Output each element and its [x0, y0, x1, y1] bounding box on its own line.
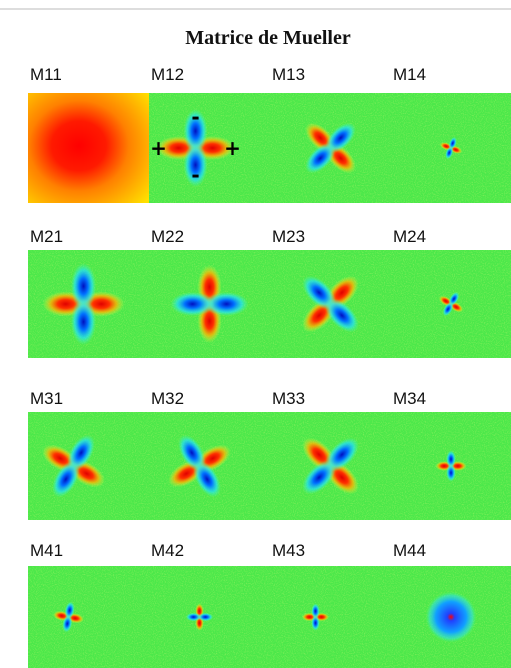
lobe-blue: [185, 612, 202, 622]
element-image: [28, 566, 149, 668]
figure-title: Matrice de Mueller: [185, 27, 351, 49]
lobes: [42, 263, 125, 345]
lobe-blue: [193, 461, 221, 498]
element-label: M32: [151, 389, 184, 408]
element-image: [149, 250, 270, 358]
element-image: [149, 566, 270, 668]
lobes: [185, 603, 214, 631]
element-image: [149, 412, 270, 520]
lobe-blue: [302, 460, 336, 495]
element-image: [270, 566, 391, 668]
element-image: [391, 566, 511, 668]
lobe-blue: [445, 146, 454, 160]
lobes: [156, 109, 235, 187]
lobes: [53, 601, 84, 633]
element-label: M42: [151, 541, 184, 560]
lobe-red: [305, 122, 336, 153]
element-label: M33: [272, 389, 305, 408]
ring: [425, 591, 477, 643]
element-label: M21: [30, 227, 63, 246]
image-bg: [28, 93, 149, 203]
lobes: [302, 437, 359, 495]
sign-annotation: -: [191, 163, 199, 187]
element-label: M24: [393, 227, 426, 246]
element-label: M43: [272, 541, 305, 560]
image-noise: [28, 566, 149, 668]
element-label: M41: [30, 541, 63, 560]
image-noise: [270, 566, 391, 668]
element-image: [391, 93, 511, 203]
lobe-red: [302, 437, 336, 472]
lobe-blue: [64, 601, 75, 620]
lobes: [435, 450, 467, 482]
lobe-blue: [311, 603, 320, 619]
element-image: [149, 93, 270, 203]
element-label: M14: [393, 65, 426, 84]
sign-annotation: +: [224, 136, 241, 160]
element-image: [28, 93, 149, 203]
lobe-blue: [448, 136, 457, 150]
lobe-blue: [305, 143, 336, 174]
element-image: [28, 412, 149, 520]
element-label: M13: [272, 65, 305, 84]
lobe-blue: [325, 298, 359, 333]
lobe-blue: [183, 143, 208, 187]
sign-annotation: +: [150, 136, 167, 160]
element-image: [391, 250, 511, 358]
lobe-blue: [446, 450, 456, 468]
lobes: [168, 434, 231, 498]
element-label: M31: [30, 389, 63, 408]
element-image: [28, 250, 149, 358]
element-image: [270, 93, 391, 203]
lobe-blue: [70, 263, 97, 310]
element-label: M44: [393, 541, 426, 560]
element-label: M11: [30, 65, 62, 84]
lobes: [170, 265, 249, 343]
lobe-blue: [62, 614, 73, 633]
lobes: [302, 275, 359, 333]
lobe-blue: [70, 298, 97, 345]
element-image: [270, 412, 391, 520]
lobe-blue: [311, 615, 320, 631]
element-label: M23: [272, 227, 305, 246]
lobes: [301, 603, 330, 631]
lobe-blue: [446, 464, 456, 482]
element-label: M22: [151, 227, 184, 246]
lobe-blue: [442, 302, 454, 317]
lobe-blue: [204, 292, 249, 316]
element-label: M34: [393, 389, 426, 408]
element-label: M12: [151, 65, 184, 84]
lobes: [42, 434, 105, 498]
lobe-blue: [183, 109, 208, 153]
lobes: [438, 291, 464, 317]
lobe-blue: [170, 292, 215, 316]
element-image: [391, 412, 511, 520]
lobe-blue: [197, 612, 214, 622]
lobes: [305, 122, 356, 174]
sign-annotation: -: [191, 105, 199, 129]
lobes: [439, 136, 463, 160]
lobes: [425, 591, 477, 643]
element-image: [270, 250, 391, 358]
lobe-blue: [52, 461, 80, 498]
matrix-grid: M11 M12 M13 M14 M21 M22 M23 M24 M31 M32 M33 M34 M41 M…: [28, 65, 511, 668]
